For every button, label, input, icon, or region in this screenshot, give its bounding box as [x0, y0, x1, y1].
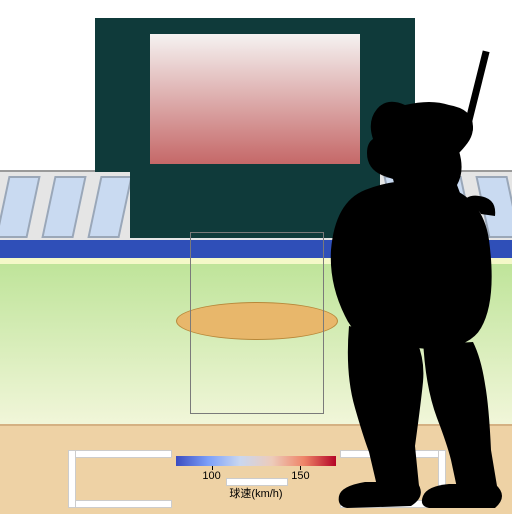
colorbar: 100 150 球速(km/h) [176, 456, 336, 501]
batters-box-line [70, 450, 172, 458]
batters-box-line [68, 450, 76, 508]
colorbar-axis-label: 球速(km/h) [176, 485, 336, 501]
colorbar-gradient [176, 456, 336, 466]
batters-box-line [70, 500, 172, 508]
baseball-pitch-chart: 100 150 球速(km/h) [0, 0, 512, 512]
colorbar-tick-label: 150 [291, 470, 309, 482]
colorbar-tick-labels: 100 150 [176, 470, 336, 484]
colorbar-tick-label: 100 [202, 470, 220, 482]
batter-silhouette [295, 50, 512, 510]
